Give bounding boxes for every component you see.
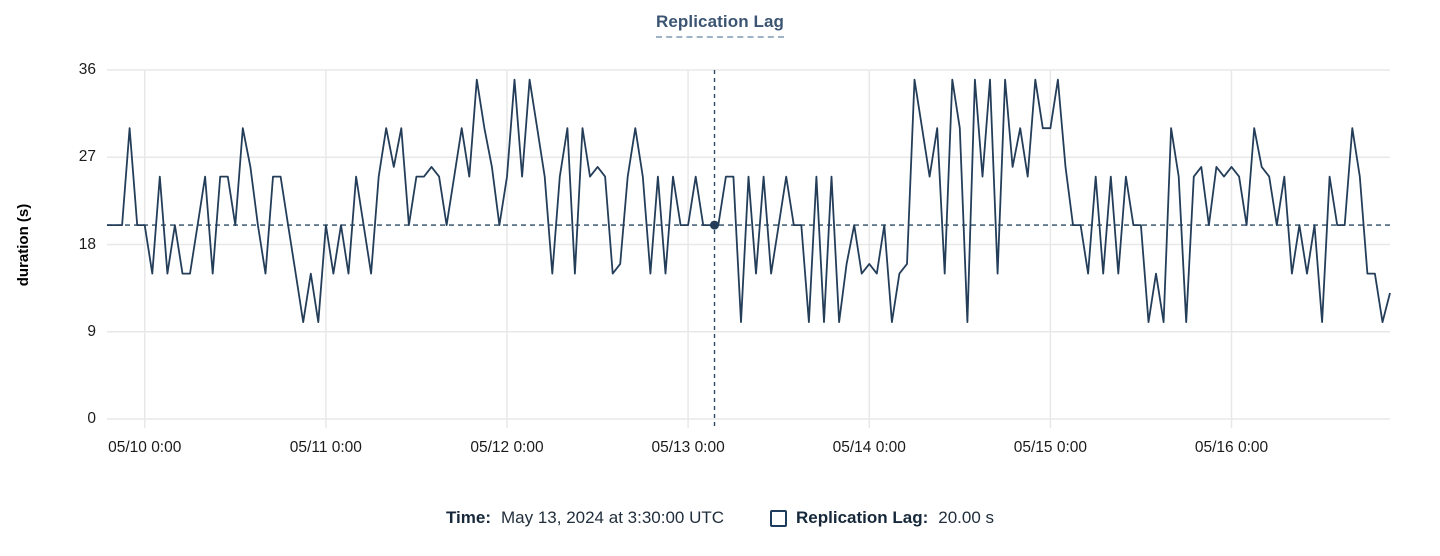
- y-tick-label: 27: [78, 148, 96, 166]
- series-label: Replication Lag:: [796, 508, 929, 527]
- y-tick-label: 0: [87, 410, 96, 427]
- hover-readout: Time: May 13, 2024 at 3:30:00 UTC Replic…: [0, 503, 1440, 533]
- y-tick-label: 18: [78, 235, 96, 253]
- x-tick-label: 05/10 0:00: [108, 439, 182, 456]
- y-tick-label: 9: [87, 322, 96, 340]
- y-tick-label: 36: [78, 61, 96, 78]
- x-tick-label: 05/16 0:00: [1194, 439, 1269, 456]
- series-value: 20.00 s: [938, 508, 995, 527]
- x-tick-label: 05/13 0:00: [651, 439, 725, 456]
- chart-header: Replication Lag: [0, 12, 1440, 38]
- chart-title[interactable]: Replication Lag: [655, 12, 785, 38]
- x-tick-label: 05/14 0:00: [832, 439, 906, 456]
- time-value: May 13, 2024 at 3:30:00 UTC: [501, 508, 725, 527]
- x-tick-label: 05/12 0:00: [470, 439, 544, 456]
- x-tick-label: 05/11 0:00: [289, 439, 362, 456]
- time-label: Time:: [445, 508, 491, 527]
- series-legend-swatch-icon[interactable]: [770, 509, 788, 527]
- x-tick-label: 05/15 0:00: [1013, 439, 1087, 456]
- plot-area[interactable]: [0, 0, 1440, 480]
